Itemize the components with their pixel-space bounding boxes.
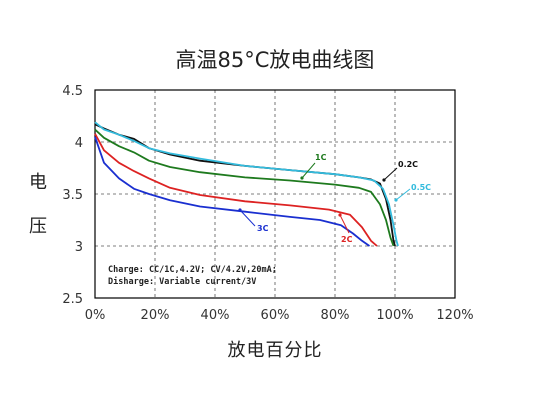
x-tick-label: 80% xyxy=(321,308,350,323)
x-tick-label: 120% xyxy=(436,308,473,323)
chart-note: Disharge: Variable current/3V xyxy=(108,276,256,287)
x-tick-label: 40% xyxy=(201,308,230,323)
grid xyxy=(95,90,455,298)
x-tick-label: 100% xyxy=(376,308,413,323)
y-tick-label: 4 xyxy=(75,136,83,151)
series-line-1C xyxy=(94,128,395,247)
tick-labels: 0% 20% 40% 60% 80% 100% 120% 2.5 3 3.5 4 4.5 xyxy=(62,84,473,323)
series-line-0-5C xyxy=(94,121,399,247)
annotation-arrowhead xyxy=(300,176,304,180)
annotation-arrowhead xyxy=(394,198,398,202)
annotation-arrowhead xyxy=(338,213,342,217)
annotation-label: 0.2C xyxy=(398,160,418,169)
y-axis-label-char-1: 电 xyxy=(29,172,47,193)
chart-notes: Charge: CC/1C,4.2V; CV/4.2V,20mA;Disharg… xyxy=(108,265,277,287)
y-tick-label: 3 xyxy=(75,240,83,255)
x-tick-label: 20% xyxy=(141,308,170,323)
y-tick-label: 3.5 xyxy=(62,188,83,203)
x-tick-label: 0% xyxy=(85,308,106,323)
x-tick-label: 60% xyxy=(261,308,290,323)
annotation-label: 2C xyxy=(341,235,353,244)
axes xyxy=(94,89,456,299)
series-line-2C xyxy=(94,133,378,247)
series-line-3C xyxy=(94,136,371,247)
annotation-arrowhead xyxy=(382,178,386,182)
annotation-arrowhead xyxy=(238,208,242,212)
chart-title: 高温85°C放电曲线图 xyxy=(175,48,375,72)
annotation-label: 1C xyxy=(315,153,327,162)
y-tick-label: 2.5 xyxy=(62,292,83,307)
y-axis-label-char-2: 压 xyxy=(29,216,47,237)
x-axis-label: 放电百分比 xyxy=(227,340,323,361)
annotation-label: 0.5C xyxy=(411,183,431,192)
annotation-arrow xyxy=(239,209,256,227)
y-tick-label: 4.5 xyxy=(62,84,83,99)
annotation-label: 3C xyxy=(257,224,269,233)
annotation-arrow xyxy=(383,167,398,181)
annotation-arrow xyxy=(395,188,411,201)
series-line-0-2C xyxy=(94,123,396,247)
series-annotations: 1C 0.2C 0.5C 2C 3C xyxy=(238,153,431,244)
series-lines xyxy=(94,121,399,247)
plot-frame xyxy=(94,89,456,299)
annotation-arrow xyxy=(301,162,316,179)
chart-note: Charge: CC/1C,4.2V; CV/4.2V,20mA; xyxy=(108,265,277,275)
annotation-arrow xyxy=(339,214,350,234)
